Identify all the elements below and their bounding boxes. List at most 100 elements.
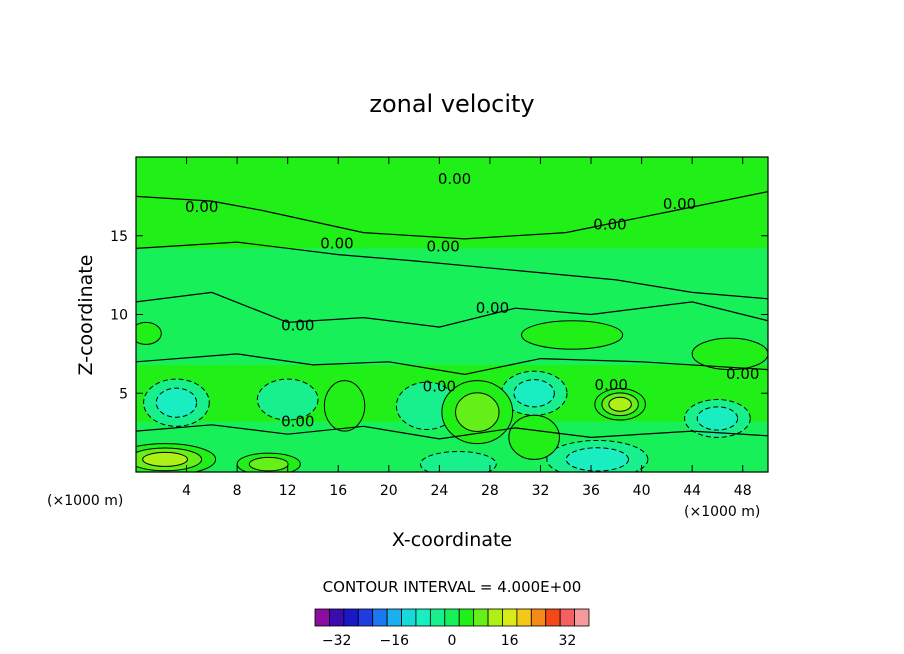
x-tick-label: 40 bbox=[633, 483, 651, 499]
zero-contour-line bbox=[136, 424, 768, 440]
colorbar-swatch bbox=[559, 608, 575, 627]
zero-contour-line bbox=[136, 291, 768, 328]
contour-ring bbox=[256, 378, 319, 421]
colorbar-swatch bbox=[386, 608, 402, 627]
field-positive-13 bbox=[136, 321, 162, 345]
zero-contour-line bbox=[136, 241, 768, 300]
contour-ring bbox=[419, 451, 497, 472]
contour-ring bbox=[691, 337, 768, 371]
contour-ring bbox=[142, 451, 189, 467]
x-tick-label: 4 bbox=[182, 483, 191, 499]
contour-ring bbox=[513, 379, 555, 408]
colorbar-tick-label: −32 bbox=[322, 633, 352, 649]
x-tick-label: 32 bbox=[532, 483, 550, 499]
contour-ring bbox=[521, 320, 624, 350]
field-positive-12 bbox=[521, 320, 624, 350]
field-positive-7 bbox=[594, 388, 646, 421]
z-unit-label: (×1000 m) bbox=[47, 493, 123, 509]
contour-label: 0.00 bbox=[281, 316, 314, 334]
z-tick-label: 10 bbox=[110, 308, 128, 324]
x-tick-label: 24 bbox=[430, 483, 448, 499]
field-negative-5 bbox=[684, 399, 751, 438]
x-axis-ticks: 4 8 12 16 20 24 28 32 36 40 44 48 bbox=[182, 157, 752, 499]
x-tick-label: 28 bbox=[481, 483, 499, 499]
plot-area bbox=[136, 157, 768, 472]
colorbar-swatch bbox=[372, 608, 388, 627]
colorbar-swatch bbox=[516, 608, 532, 627]
contour-ring bbox=[455, 392, 500, 433]
contour-ring bbox=[608, 396, 632, 412]
zero-contour-line bbox=[136, 191, 768, 240]
x-unit-label: (×1000 m) bbox=[684, 504, 760, 520]
field-negative-1 bbox=[256, 378, 319, 421]
x-tick-label: 8 bbox=[233, 483, 242, 499]
colorbar-swatch bbox=[357, 608, 374, 627]
z-tick-label: 5 bbox=[119, 386, 128, 402]
colorbar-swatch bbox=[415, 608, 431, 627]
colorbar-swatch bbox=[314, 608, 330, 627]
x-tick-label: 16 bbox=[329, 483, 347, 499]
colorbar-swatch bbox=[502, 608, 518, 627]
zero-contour-line bbox=[136, 353, 768, 376]
field-negative-4 bbox=[546, 440, 649, 472]
chart-title: zonal velocity bbox=[369, 90, 534, 118]
colorbar-swatch bbox=[429, 608, 446, 627]
z-axis-label: Z-coordinate bbox=[75, 255, 97, 376]
field-positive-9 bbox=[236, 452, 301, 472]
colorbar-tick-labels: −32 −16 0 16 32 bbox=[322, 633, 576, 649]
colorbar-swatch bbox=[473, 608, 489, 627]
z-axis-ticks: 5 10 15 bbox=[110, 229, 768, 402]
colorbar-swatch bbox=[545, 608, 561, 627]
contour-ring bbox=[508, 414, 560, 460]
field-positive-10 bbox=[441, 380, 514, 445]
colorbar-swatch bbox=[487, 608, 503, 627]
contour-label: 0.00 bbox=[593, 215, 626, 233]
contour-interval: CONTOUR INTERVAL = 4.000E+00 bbox=[323, 578, 582, 596]
contour-label: 0.00 bbox=[185, 198, 218, 216]
x-tick-label: 48 bbox=[734, 483, 752, 499]
field-positive-14 bbox=[508, 414, 560, 460]
colorbar-tick-label: 0 bbox=[448, 633, 457, 649]
colorbar-swatch bbox=[401, 608, 417, 627]
x-tick-label: 44 bbox=[683, 483, 701, 499]
contour-ring bbox=[155, 387, 198, 418]
colorbar-swatch bbox=[343, 608, 359, 627]
x-tick-label: 20 bbox=[380, 483, 398, 499]
field-negative-0 bbox=[143, 378, 210, 427]
contour-label: 0.00 bbox=[281, 412, 314, 430]
contour-label: 0.00 bbox=[320, 234, 353, 252]
colorbar-swatch bbox=[574, 608, 590, 627]
colorbar-swatch bbox=[329, 608, 345, 627]
colorbar-swatch bbox=[530, 608, 547, 627]
contour-label: 0.00 bbox=[595, 376, 628, 394]
contour-label: 0.00 bbox=[663, 195, 696, 213]
field-negative-6 bbox=[419, 451, 497, 472]
field-positive-11 bbox=[323, 380, 366, 432]
colorbar-swatch bbox=[458, 608, 475, 627]
contour-label: 0.00 bbox=[426, 238, 459, 256]
contour-ring bbox=[248, 456, 289, 472]
zero-contour-lines bbox=[136, 191, 768, 440]
colorbar-tick-label: 32 bbox=[558, 633, 576, 649]
colorbar-tick-label: −16 bbox=[380, 633, 410, 649]
field-positive-15 bbox=[691, 337, 768, 371]
field-band-0 bbox=[136, 248, 768, 365]
contour-label: 0.00 bbox=[476, 299, 509, 317]
colorbar-swatch bbox=[444, 608, 460, 627]
colorbar-tick-label: 16 bbox=[501, 633, 519, 649]
x-axis-label: X-coordinate bbox=[392, 529, 512, 551]
contour-ring bbox=[136, 321, 162, 345]
contour-ring bbox=[323, 380, 366, 432]
contour-ring bbox=[696, 406, 739, 431]
contour-label: 0.00 bbox=[423, 378, 456, 396]
contour-labels: 0.00 0.00 0.00 0.00 0.00 0.00 0.00 0.00 0.00 0.00… bbox=[185, 170, 759, 431]
contour-ring bbox=[565, 447, 629, 472]
contour-label: 0.00 bbox=[438, 170, 471, 188]
field-positive-8 bbox=[136, 443, 217, 472]
colorbar bbox=[314, 608, 590, 627]
field-negative-3 bbox=[500, 370, 568, 416]
x-tick-label: 36 bbox=[582, 483, 600, 499]
contour-label: 0.00 bbox=[726, 365, 759, 383]
z-tick-label: 15 bbox=[110, 229, 128, 245]
